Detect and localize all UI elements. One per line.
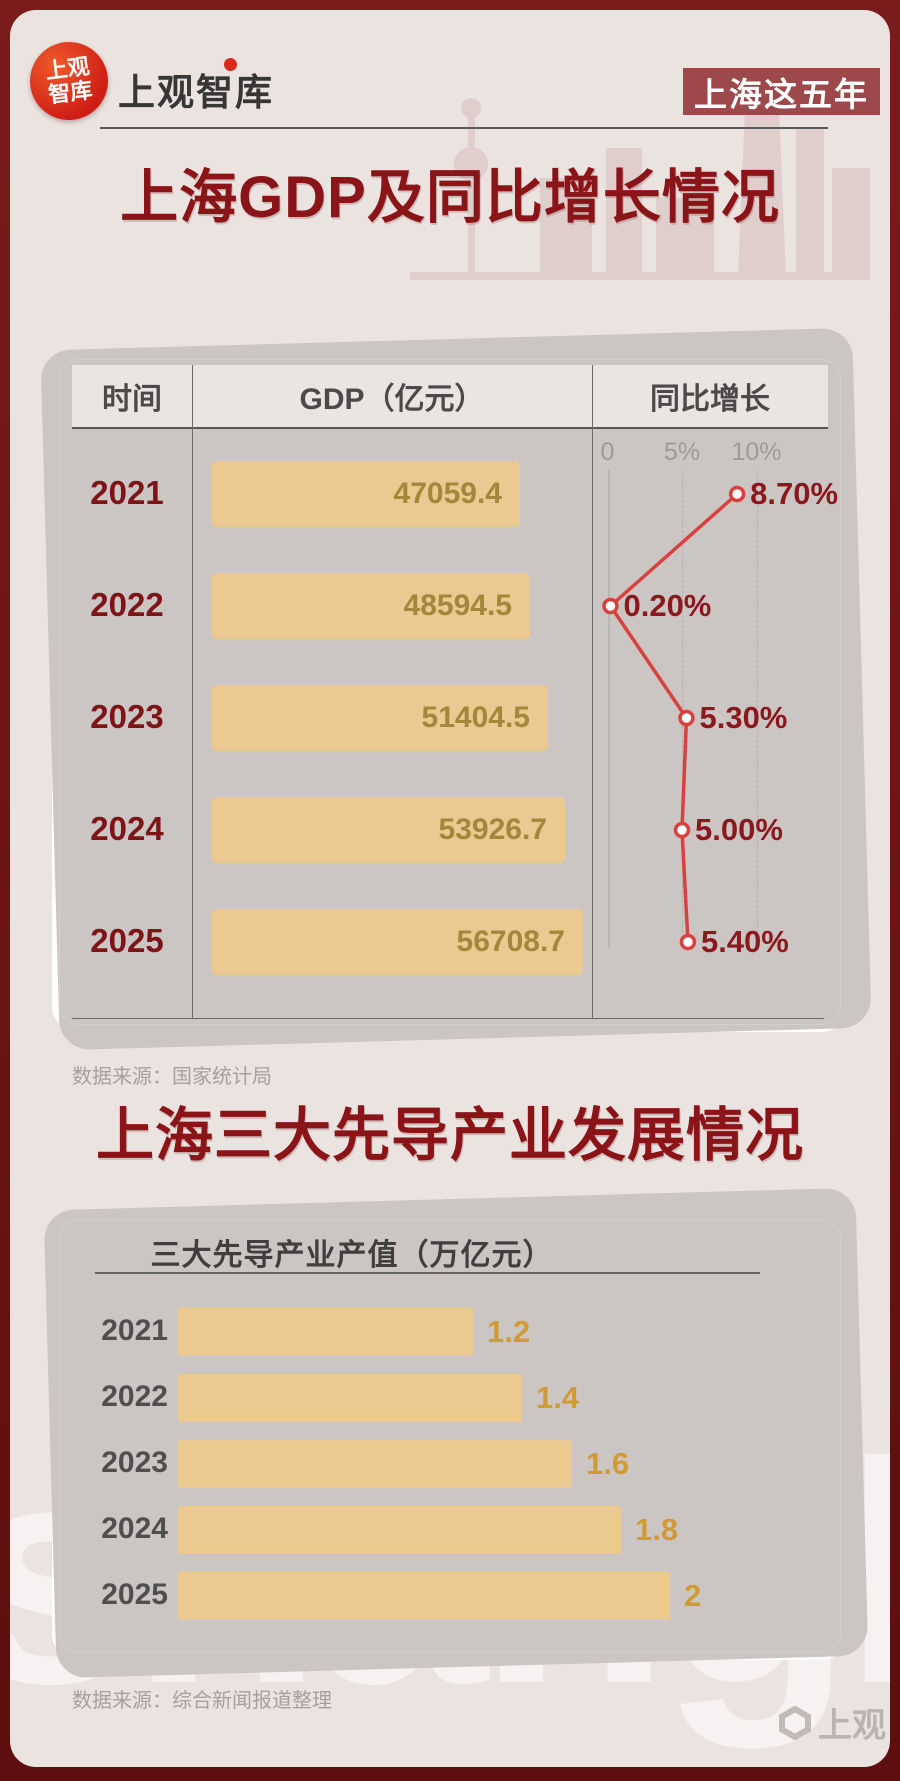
series-badge: 上海这五年 [683, 68, 880, 115]
shanghai-skyline-watermark [410, 84, 870, 280]
logo-badge-line2: 智库 [47, 77, 94, 108]
growth-value-label: 0.20% [623, 588, 712, 623]
gdp-bar: 47059.4 [212, 461, 520, 527]
gdp-bar: 53926.7 [212, 797, 565, 863]
growth-value-label: 8.70% [750, 476, 839, 511]
growth-axis-tick: 10% [731, 438, 782, 466]
row-year-label: 2025 [101, 1578, 168, 1611]
industry-bar [178, 1308, 473, 1356]
section1-source: 数据来源：国家统计局 [72, 1066, 272, 1088]
growth-axis-tick: 5% [663, 438, 701, 466]
chart2-title: 三大先导产业产值（万亿元） [150, 1239, 554, 1272]
gdp-bar: 48594.5 [212, 573, 530, 639]
row-year-label: 2024 [101, 1512, 168, 1545]
row-year-label: 2022 [90, 586, 164, 623]
brand-name: 上观智库 [118, 72, 274, 113]
corner-brand-text: 上观 [818, 1707, 886, 1745]
gdp-bar: 56708.7 [212, 909, 583, 975]
section1-title: 上海GDP及同比增长情况 [120, 165, 780, 230]
row-year-label: 2024 [90, 810, 164, 847]
column-header-gdp: GDP（亿元） [299, 383, 485, 416]
industry-value-label: 1.6 [586, 1446, 630, 1481]
industry-value-label: 1.2 [487, 1314, 531, 1349]
page-background: shanghai 上观 上观 智库 上观智库 上海这五年 上海GDP及同比增长情… [10, 10, 890, 1767]
shangguan-logo-badge: 上观 智库 [25, 37, 113, 125]
growth-axis-gridline [756, 470, 758, 948]
hexagon-icon [779, 1705, 811, 1740]
section2-title: 上海三大先导产业发展情况 [95, 1103, 804, 1168]
table-header-row: 时间 GDP（亿元） 同比增长 [72, 365, 828, 429]
section2-source: 数据来源：综合新闻报道整理 [72, 1690, 332, 1712]
industry-bar [178, 1572, 670, 1620]
growth-value-label: 5.30% [699, 700, 788, 735]
industry-bar [178, 1440, 572, 1488]
growth-data-point [679, 933, 697, 951]
row-year-label: 2023 [90, 698, 164, 735]
header-divider [100, 127, 828, 129]
industry-chart-card: 三大先导产业产值（万亿元） 2021 1.2 2022 1.4 2023 1.6 2024 1… [52, 1212, 848, 1660]
growth-axis-zero-line [607, 470, 610, 948]
growth-value-label: 5.40% [700, 924, 789, 959]
column-divider-2 [592, 365, 593, 1019]
row-year-label: 2025 [90, 922, 164, 959]
growth-axis-gridline [682, 470, 683, 948]
row-year-label: 2022 [101, 1380, 168, 1413]
industry-value-label: 1.4 [536, 1380, 580, 1415]
column-header-time: 时间 [102, 383, 162, 416]
table-bottom-border [72, 1018, 824, 1019]
growth-data-point [728, 485, 746, 503]
row-year-label: 2021 [101, 1314, 168, 1347]
column-header-growth: 同比增长 [650, 383, 770, 416]
growth-data-point [602, 597, 619, 615]
industry-value-label: 1.8 [635, 1512, 679, 1547]
chart2-title-underline [95, 1272, 760, 1274]
industry-bar [178, 1506, 621, 1554]
corner-brand-watermark: 上观 [778, 1698, 886, 1747]
row-year-label: 2023 [101, 1446, 168, 1479]
growth-value-label: 5.00% [695, 812, 783, 847]
gdp-table-card: 时间 GDP（亿元） 同比增长 0 5% 10% 2021 47059.4 2022 48… [52, 352, 848, 1032]
gdp-bar: 51404.5 [212, 685, 548, 751]
industry-bar [178, 1374, 522, 1422]
growth-axis-tick: 0 [600, 438, 615, 466]
column-divider-1 [192, 365, 193, 1019]
brand-red-dot-icon [224, 58, 237, 71]
industry-value-label: 2 [684, 1578, 702, 1613]
row-year-label: 2021 [90, 474, 164, 511]
